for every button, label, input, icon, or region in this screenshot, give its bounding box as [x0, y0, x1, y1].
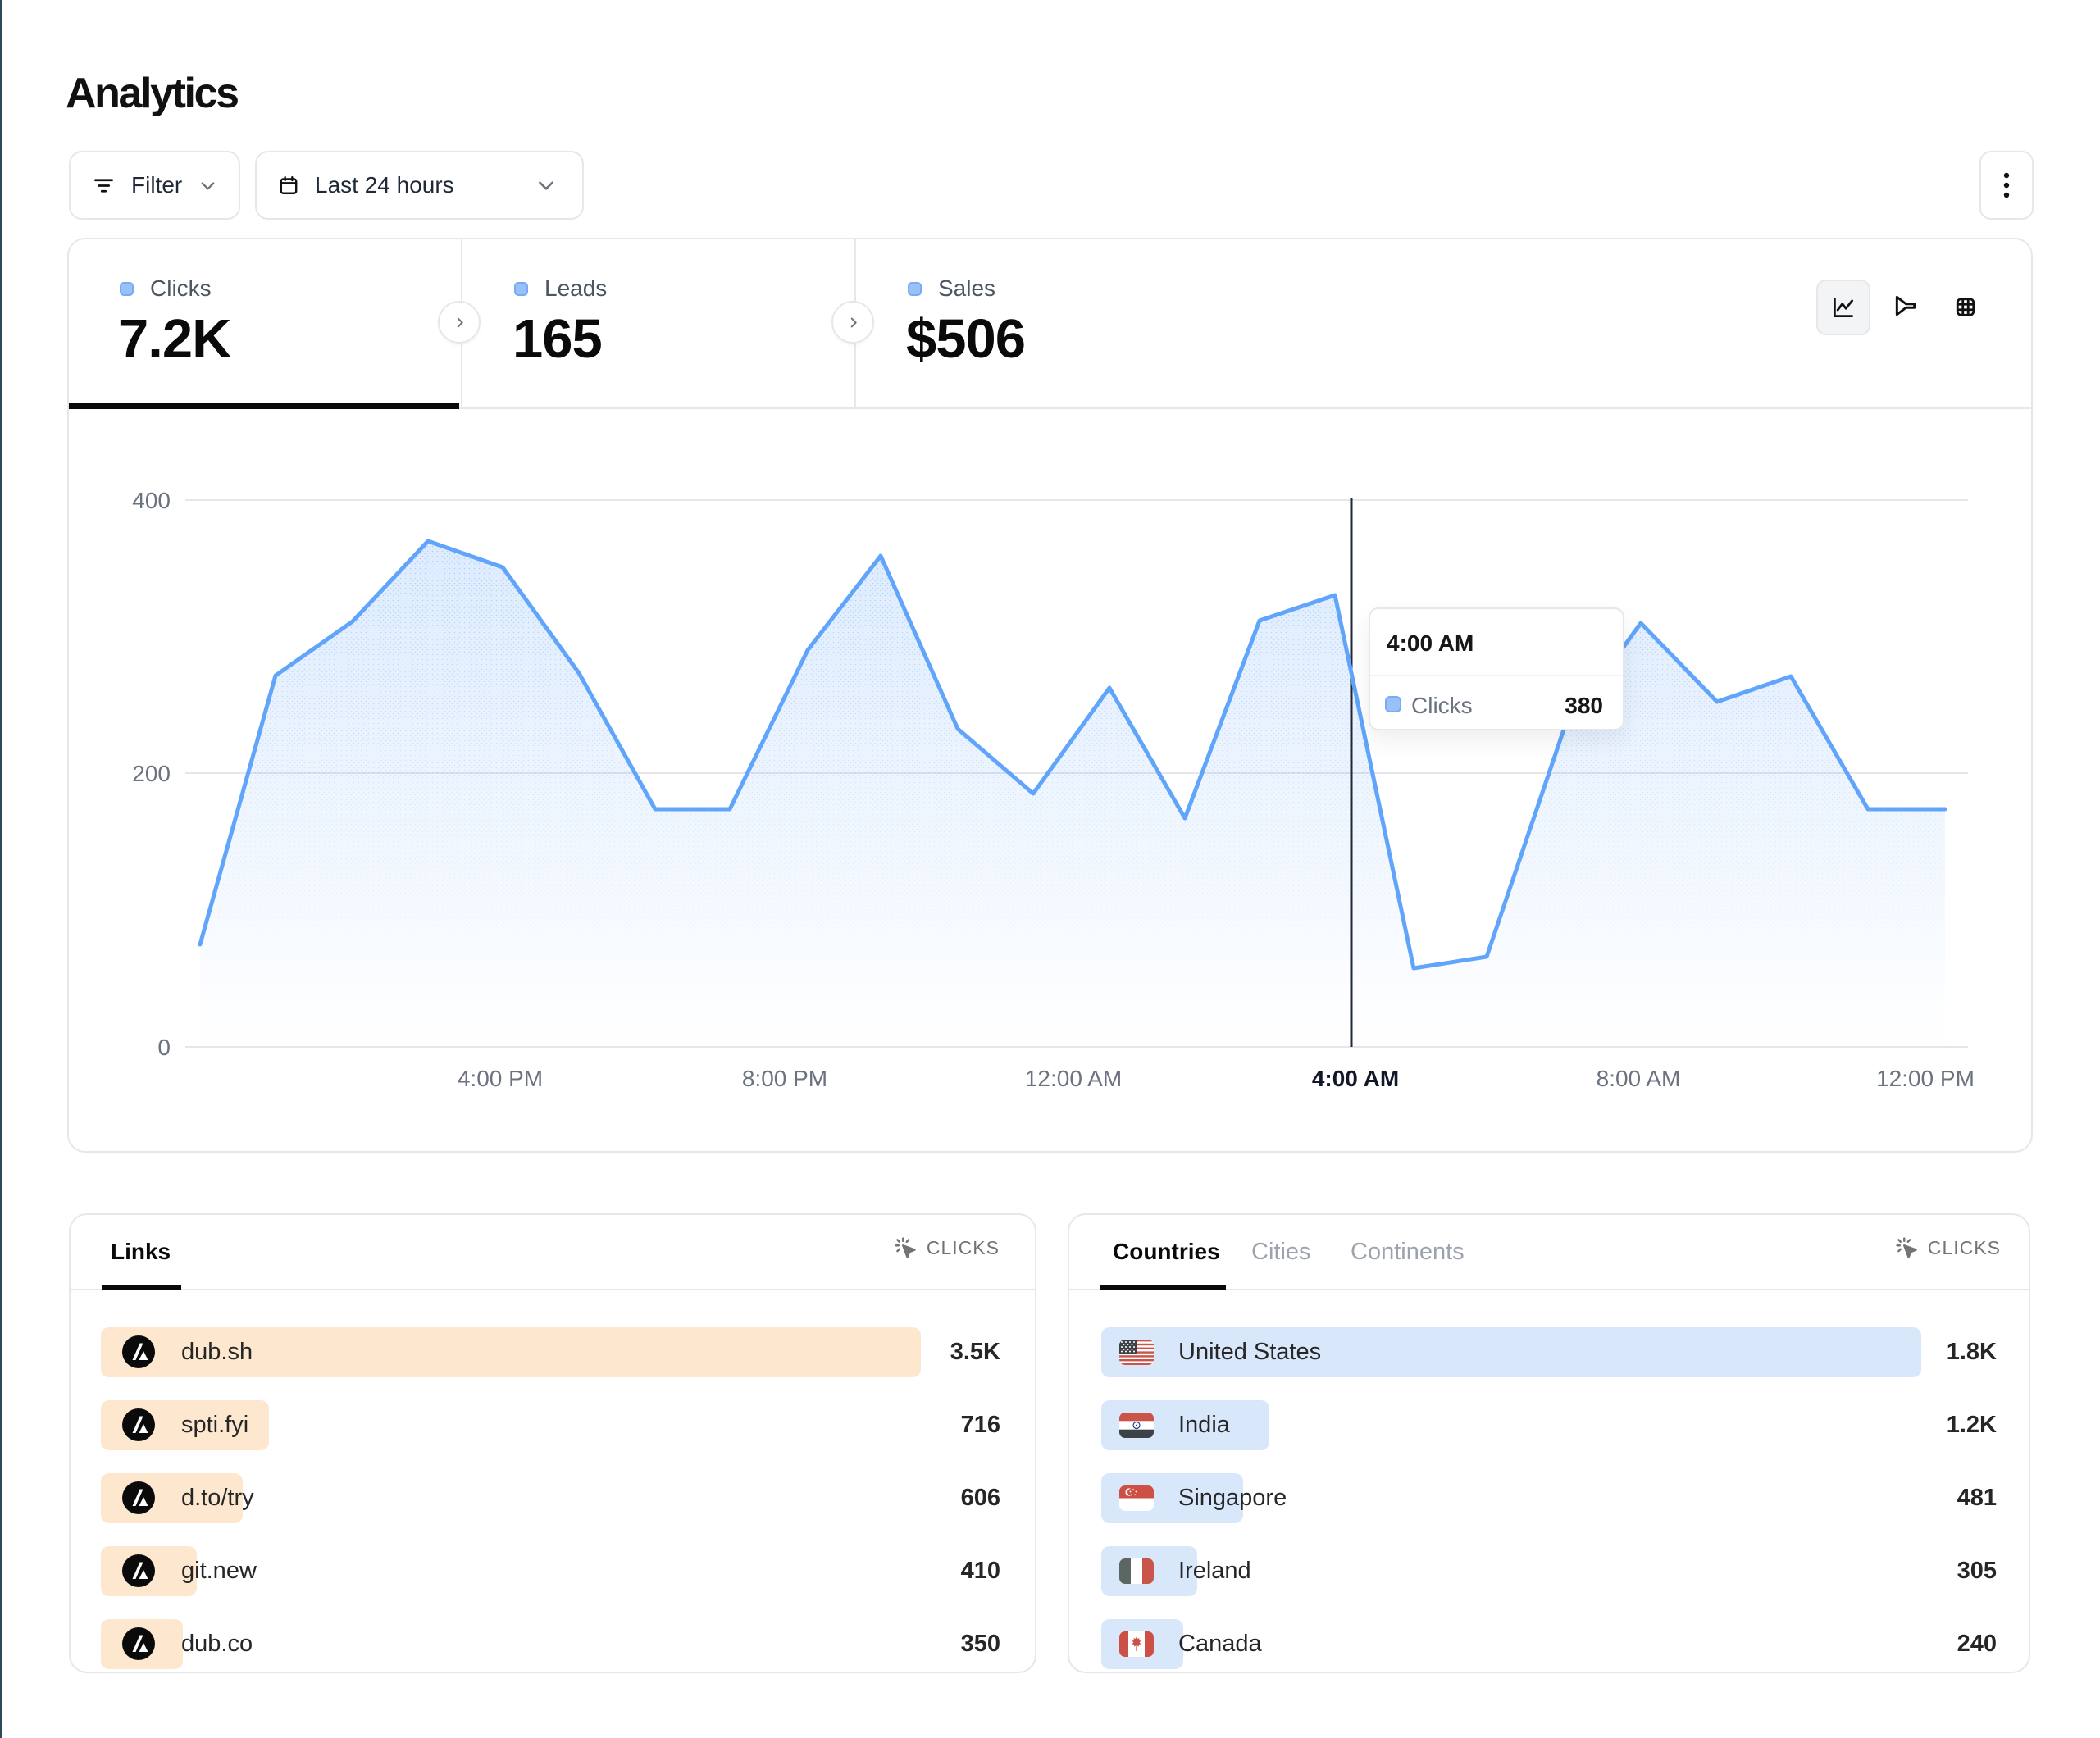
svg-text:200: 200: [132, 761, 171, 786]
svg-text:400: 400: [132, 488, 171, 513]
svg-text:12:00 PM: 12:00 PM: [1876, 1066, 1975, 1091]
svg-text:12:00 AM: 12:00 AM: [1025, 1066, 1122, 1091]
svg-text:4:00 AM: 4:00 AM: [1312, 1066, 1399, 1091]
svg-text:0: 0: [157, 1035, 171, 1060]
svg-text:8:00 AM: 8:00 AM: [1597, 1066, 1681, 1091]
svg-text:8:00 PM: 8:00 PM: [742, 1066, 827, 1091]
svg-text:4:00 PM: 4:00 PM: [458, 1066, 543, 1091]
